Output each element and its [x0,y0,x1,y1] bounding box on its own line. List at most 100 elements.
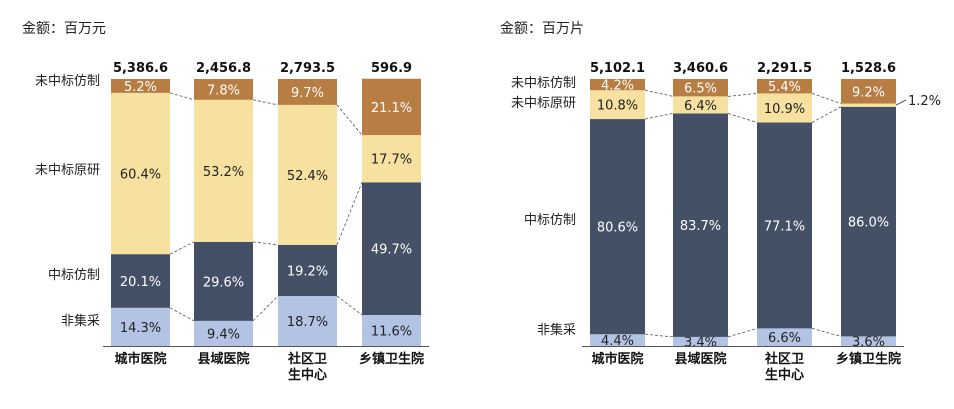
left-bar-2-segment-0 [278,296,337,346]
left-data-label-2-0: 18.7% [287,315,328,330]
right-series-label-3: 未中标仿制 [511,76,576,91]
left-bar-0-segment-3 [111,79,170,93]
left-bar-2-segment-3 [278,79,337,105]
right-connector-1-1 [727,113,758,123]
right-bar-0-segment-1 [590,119,645,335]
left-connector-0-2 [169,92,195,101]
right-data-label-3-3: 9.2% [852,85,885,100]
right-total-label-1: 3,460.6 [673,61,728,76]
right-bar-2-segment-3 [757,79,812,94]
right-total-label-0: 5,102.1 [590,61,645,76]
left-category-label-0-0: 城市医院 [114,351,166,367]
left-connector-2-0 [336,295,363,316]
left-bar-0-segment-1 [111,254,170,308]
right-category-label-2-0: 社区卫 [764,351,804,367]
left-bar-0-segment-0 [111,307,170,346]
right-data-label-1-0: 3.4% [684,335,717,350]
right-data-label-2-2: 10.9% [764,102,805,117]
right-connector-0-2 [644,89,674,97]
right-total-label-3: 1,528.6 [841,61,896,76]
left-data-label-0-0: 14.3% [120,321,161,336]
left-data-label-3-0: 11.6% [371,325,412,340]
left-bar-3-segment-3 [362,78,421,136]
left-category-label-2-1: 生中心 [288,367,327,383]
right-bar-1-segment-2 [673,96,728,114]
right-category-label-3-0: 乡镇卫生院 [836,351,901,367]
left-data-label-3-1: 49.7% [371,243,412,258]
right-data-label-0-3: 4.2% [601,79,634,94]
right-connector-1-0 [727,327,758,338]
right-data-label-2-0: 6.6% [768,331,801,346]
left-unit-label: 金额：百万元 [22,21,106,37]
right-data-label-3-2: 1.2% [908,94,941,109]
left-connector-2-2 [336,104,363,136]
left-data-label-0-1: 20.1% [120,275,161,290]
right-series-label-2: 未中标原研 [511,96,576,111]
right-category-label-0-0: 城市医院 [591,351,643,367]
right-data-label-2-3: 5.4% [768,80,801,95]
left-connector-1-2 [252,99,279,106]
right-data-label-0-0: 4.4% [601,334,634,349]
left-bar-3-segment-2 [362,135,421,183]
left-bar-0-segment-2 [111,92,170,255]
right-bar-1-segment-1 [673,113,728,337]
left-series-label-0: 非集采 [61,313,100,329]
left-connector-1-1 [252,241,279,246]
right-category-label-2-1: 生中心 [765,367,804,383]
left-total-label-2: 2,793.5 [280,61,335,76]
left-data-label-2-1: 19.2% [287,264,328,279]
left-bar-1-segment-3 [194,79,253,100]
right-total-label-2: 2,291.5 [757,61,812,76]
right-bar-3-segment-1 [841,106,896,337]
left-series-label-3: 未中标仿制 [35,74,100,89]
right-connector-0-0 [644,333,674,338]
right-bar-2-segment-1 [757,122,812,329]
left-data-label-1-3: 7.8% [207,83,240,98]
left-category-label-3-0: 乡镇卫生院 [359,351,424,367]
right-data-label-3-0: 3.6% [852,335,885,350]
right-connector-2-1 [811,106,842,123]
left-connector-0-1 [169,241,195,255]
right-bar-0-segment-2 [590,90,645,120]
left-data-label-3-2: 17.7% [371,153,412,168]
left-total-label-1: 2,456.8 [196,61,251,76]
left-data-label-3-3: 21.1% [371,101,412,116]
left-connector-0-0 [169,307,195,322]
right-data-label-0-1: 80.6% [597,221,638,236]
left-bar-1-segment-0 [194,320,253,346]
left-category-label-1-0: 县域医院 [197,351,249,367]
left-bar-3-segment-0 [362,315,421,346]
right-series-label-1: 中标仿制 [524,213,576,228]
left-data-label-1-1: 29.6% [203,275,244,290]
right-bar-0-segment-0 [590,334,645,346]
left-total-label-3: 596.9 [371,61,412,76]
left-data-label-1-2: 53.2% [203,165,244,180]
left-data-label-2-2: 52.4% [287,169,328,184]
right-bar-1-segment-3 [673,79,728,97]
right-data-label-3-1: 86.0% [848,216,889,231]
left-data-label-1-0: 9.4% [207,327,240,342]
left-total-label-0: 5,386.6 [113,61,168,76]
left-data-label-2-3: 9.7% [291,86,324,101]
left-connector-2-1 [336,182,363,245]
right-connector-0-1 [644,113,674,120]
left-connector-1-0 [252,295,279,322]
right-bar-0-segment-3 [590,79,645,91]
left-series-label-1: 中标仿制 [48,268,100,283]
left-bar-1-segment-2 [194,99,253,242]
right-bar-2-segment-2 [757,93,812,123]
right-connector-1-2 [727,93,758,97]
right-series-label-0: 非集采 [537,322,576,338]
right-unit-label: 金额：百万片 [500,21,584,37]
left-bar-3-segment-1 [362,182,421,316]
left-bar-2-segment-2 [278,104,337,245]
right-callout-line-3-2 [895,99,907,106]
right-bar-3-segment-3 [841,79,896,104]
right-bar-1-segment-0 [673,336,728,346]
right-data-label-1-2: 6.4% [684,99,717,114]
right-category-label-1-0: 县域医院 [674,351,726,367]
left-bar-2-segment-1 [278,244,337,297]
right-data-label-1-1: 83.7% [680,219,721,234]
right-data-label-0-2: 10.8% [597,99,638,114]
